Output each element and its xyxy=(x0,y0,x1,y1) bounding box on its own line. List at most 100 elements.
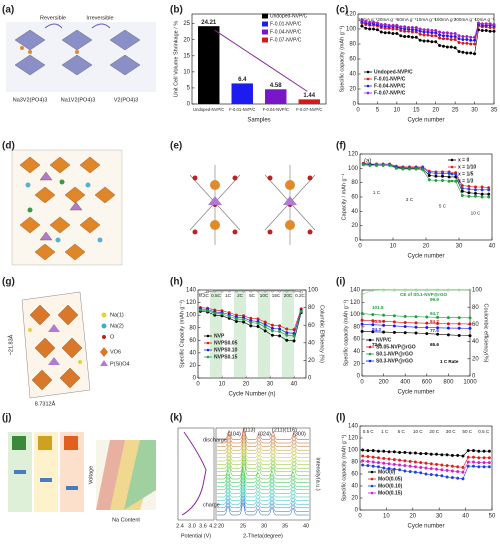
data-point xyxy=(399,34,403,38)
y-axis-label: Specific Capacity (mAh g⁻¹) xyxy=(179,300,185,368)
rate-label: 10mA g⁻¹ xyxy=(416,17,436,22)
data-point xyxy=(220,289,224,293)
data-point xyxy=(371,319,375,323)
data-point xyxy=(360,322,364,326)
data-point xyxy=(410,25,414,30)
rate-label: 20 C xyxy=(429,429,439,434)
data-point xyxy=(392,320,396,324)
rate-label: 0.5 C xyxy=(363,429,375,434)
data-point xyxy=(471,464,476,468)
data-point xyxy=(249,321,253,325)
data-point xyxy=(461,41,465,45)
rate-label: 10mA g⁻¹ xyxy=(475,17,495,22)
diagram-text: Na(2) xyxy=(110,323,124,329)
bar xyxy=(231,83,253,104)
panel-label: (k) xyxy=(170,413,182,424)
xrd-curve xyxy=(217,498,309,512)
data-point xyxy=(456,470,460,474)
data-point xyxy=(424,466,428,470)
annotation: CE of S0.1-NVP@rGO xyxy=(400,292,448,297)
tick-label: 3.0 xyxy=(188,523,196,529)
legend-marker xyxy=(450,179,454,183)
data-point xyxy=(429,452,433,456)
data-point xyxy=(414,288,418,292)
data-point xyxy=(487,465,491,469)
data-point xyxy=(487,449,491,453)
data-point xyxy=(471,449,476,453)
data-point xyxy=(453,37,457,42)
data-point xyxy=(465,41,469,45)
xrd-curve xyxy=(217,430,309,444)
data-point xyxy=(414,25,418,30)
y-tick-label: 25 xyxy=(183,21,190,27)
data-point xyxy=(292,339,296,343)
data-point xyxy=(360,318,364,322)
data-point xyxy=(382,449,386,453)
data-point xyxy=(382,330,386,334)
data-point xyxy=(242,289,246,293)
data-point xyxy=(469,51,473,55)
data-point xyxy=(427,173,431,178)
data-point xyxy=(436,288,440,292)
data-point xyxy=(434,34,438,38)
data-point xyxy=(441,31,446,35)
data-point xyxy=(360,18,364,22)
data-point xyxy=(379,30,383,34)
y-tick-label: 100 xyxy=(348,166,359,172)
legend-marker xyxy=(370,470,374,474)
data-point xyxy=(285,333,289,337)
data-point xyxy=(487,456,491,460)
data-point xyxy=(447,175,451,179)
diagram-text: P(Si)O4 xyxy=(110,361,130,367)
xrd-curve xyxy=(217,476,309,491)
data-point xyxy=(414,167,418,171)
y-tick-label: 0 xyxy=(193,376,197,382)
x-tick-label: 10 xyxy=(394,108,401,114)
data-point xyxy=(457,322,461,326)
diagram-text: discharge xyxy=(203,437,227,443)
y-axis-label: Specific capacity (mAh g⁻¹) xyxy=(343,299,349,366)
y-tick-label: 0 xyxy=(355,238,359,244)
data-point xyxy=(429,462,433,466)
data-point xyxy=(403,459,407,463)
diagram-text: 2-Theta(degree) xyxy=(243,533,283,539)
data-point xyxy=(278,327,282,331)
panel-label: (e) xyxy=(170,141,182,152)
data-point xyxy=(457,316,461,320)
data-point xyxy=(234,289,238,293)
rate-label: 100mA g⁻¹ xyxy=(434,17,457,22)
data-point xyxy=(368,20,372,24)
data-point xyxy=(418,32,422,36)
bar xyxy=(265,89,287,104)
data-point xyxy=(425,315,429,319)
x-tick-label: 200 xyxy=(379,380,390,386)
data-point xyxy=(438,33,442,37)
rate-label: 5 C xyxy=(398,429,406,434)
data-point xyxy=(480,195,484,199)
data-point xyxy=(440,453,444,457)
data-point xyxy=(461,465,465,469)
data-point xyxy=(473,52,477,56)
data-point xyxy=(484,28,488,33)
y-tick-label: 80 xyxy=(351,460,358,466)
data-point xyxy=(387,457,391,461)
legend-swatch xyxy=(262,29,268,35)
data-point xyxy=(361,459,365,463)
data-point xyxy=(445,31,449,35)
data-point xyxy=(425,288,429,292)
xrd-curve xyxy=(217,502,309,516)
data-point xyxy=(480,22,484,26)
data-point xyxy=(476,21,481,25)
data-point xyxy=(408,464,412,468)
y2-tick-label: 100 xyxy=(472,288,483,294)
legend-marker xyxy=(368,338,372,342)
x-axis-label: Samples xyxy=(247,118,270,124)
data-point xyxy=(213,311,217,315)
x-tick-label: 0 xyxy=(356,108,360,114)
legend-label: S0.1-NVP@rGO xyxy=(376,351,413,357)
data-point xyxy=(467,191,471,195)
y-tick-label: 40 xyxy=(351,484,358,490)
panel-j-art: Voltage Na Content xyxy=(8,432,156,523)
data-point xyxy=(371,323,375,327)
data-point xyxy=(473,38,477,42)
